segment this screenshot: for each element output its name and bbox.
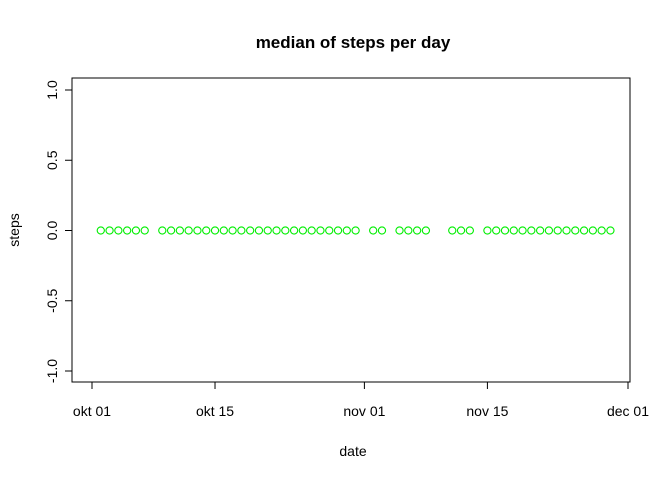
data-point	[202, 226, 211, 235]
data-point	[193, 226, 202, 235]
data-point	[377, 226, 387, 235]
data-point	[465, 226, 474, 235]
data-point	[483, 226, 492, 235]
y-axis-label: steps	[6, 213, 22, 246]
y-axis-ticks: -1.0 -0.5 0.0 0.5 1.0	[44, 80, 72, 383]
chart-title: median of steps per day	[256, 33, 451, 52]
data-point	[140, 226, 149, 235]
data-point	[421, 226, 431, 235]
data-point	[131, 226, 141, 235]
y-tick-label: -1.0	[44, 359, 60, 383]
data-point	[333, 226, 343, 235]
y-tick-label: 1.0	[44, 80, 60, 100]
data-point	[571, 226, 580, 235]
data-point	[307, 226, 316, 235]
data-point	[412, 226, 422, 235]
data-point	[105, 226, 114, 235]
data-point	[254, 226, 264, 235]
data-point	[597, 226, 606, 235]
data-point	[237, 226, 246, 235]
data-point	[553, 226, 562, 235]
data-point	[210, 226, 220, 235]
data-point	[562, 226, 571, 235]
data-point	[122, 226, 132, 235]
data-point	[351, 226, 360, 235]
data-point	[456, 226, 466, 235]
data-point	[518, 226, 527, 235]
data-point	[325, 226, 334, 235]
data-point	[527, 226, 536, 235]
data-point	[246, 226, 255, 235]
x-tick-label: dec 01	[607, 403, 649, 419]
plot-frame	[71, 77, 631, 383]
data-point	[175, 226, 185, 235]
data-point	[544, 226, 554, 235]
x-tick-label: nov 01	[343, 403, 385, 419]
data-point	[404, 226, 413, 235]
y-tick-label: 0.0	[44, 221, 60, 241]
data-point	[369, 226, 378, 235]
data-point	[606, 226, 615, 235]
data-point	[395, 226, 404, 235]
x-tick-label: okt 01	[73, 403, 111, 419]
data-point	[281, 226, 290, 235]
data-point	[579, 226, 589, 235]
data-point	[535, 226, 545, 235]
data-point	[342, 226, 351, 235]
data-point	[219, 226, 228, 235]
data-point	[166, 226, 176, 235]
x-tick-label: nov 15	[466, 403, 508, 419]
data-point	[96, 226, 105, 235]
y-tick-label: 0.5	[44, 150, 60, 170]
data-point	[228, 226, 237, 235]
data-point	[272, 226, 281, 235]
data-point	[500, 226, 510, 235]
data-point	[509, 226, 518, 235]
data-point	[263, 226, 272, 235]
data-point	[298, 226, 308, 235]
data-points	[96, 226, 615, 235]
data-point	[588, 226, 598, 235]
data-point	[316, 226, 325, 235]
x-axis-label: date	[339, 443, 366, 459]
x-axis-ticks: okt 01 okt 15 nov 01 nov 15 dec 01	[73, 382, 649, 419]
y-tick-label: -0.5	[44, 288, 60, 312]
x-tick-label: okt 15	[196, 403, 234, 419]
data-point	[289, 226, 299, 235]
data-point	[448, 226, 457, 235]
data-point	[158, 226, 167, 235]
data-point	[114, 226, 123, 235]
data-point	[184, 226, 193, 235]
data-point	[492, 226, 501, 235]
